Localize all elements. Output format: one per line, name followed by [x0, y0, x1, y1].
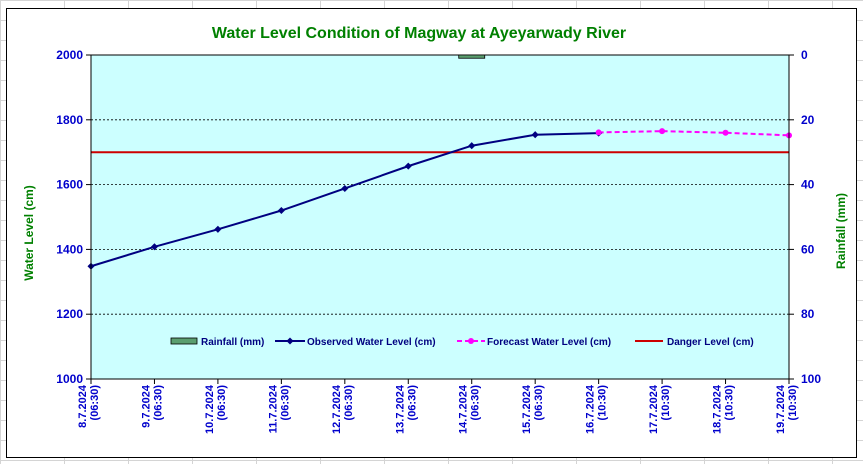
x-tick-time: (06:30) [470, 385, 482, 421]
chart-frame: Water Level Condition of Magway at Ayeya… [6, 8, 857, 458]
x-tick-time: (10:30) [724, 385, 736, 421]
observed-point [531, 131, 539, 139]
plot-area [90, 54, 790, 380]
chart-svg: Water Level Condition of Magway at Ayeya… [22, 25, 848, 434]
observed-point [214, 225, 222, 233]
right-tick-label: 60 [801, 242, 815, 256]
right-axis-ticks: 100 80 60 40 20 0 [789, 48, 821, 386]
observed-point [468, 142, 476, 150]
x-tick-group: 17.7.2024 (10:30) [648, 384, 672, 434]
legend-observed-marker [286, 337, 294, 345]
right-tick-label: 100 [801, 372, 821, 386]
x-tick-group: 8.7.2024 (06:30) [77, 384, 101, 428]
left-axis-ticks: 1000 1200 1400 1600 1800 2000 [56, 48, 91, 386]
x-tick-group: 16.7.2024 (10:30) [585, 384, 609, 434]
x-tick-date: 12.7.2024 [331, 384, 343, 434]
left-tick-label: 2000 [56, 48, 83, 62]
x-tick-date: 19.7.2024 [775, 384, 787, 434]
x-tick-time: (06:30) [152, 385, 164, 421]
x-tick-group: 18.7.2024 (10:30) [712, 384, 736, 434]
observed-point [341, 184, 349, 193]
left-tick-label: 1200 [56, 307, 83, 321]
observed-point [150, 243, 158, 251]
axes [90, 55, 790, 380]
x-tick-date: 18.7.2024 [712, 384, 724, 434]
left-tick-label: 1000 [56, 372, 83, 386]
x-tick-group: 19.7.2024 (10:30) [775, 384, 799, 434]
left-tick-label: 1800 [56, 113, 83, 127]
water-level-markers [87, 128, 792, 270]
x-tick-group: 11.7.2024 (06:30) [267, 384, 291, 433]
x-tick-group: 15.7.2024 (06:30) [521, 384, 545, 434]
x-tick-date: 8.7.2024 [77, 384, 89, 428]
x-tick-group: 13.7.2024 (06:30) [394, 384, 418, 434]
x-tick-date: 17.7.2024 [648, 384, 660, 434]
legend: Rainfall (mm) Observed Water Level (cm) … [170, 337, 754, 348]
x-tick-group: 10.7.2024 (06:30) [204, 384, 228, 434]
right-axis-label: Rainfall (mm) [834, 193, 848, 269]
x-tick-time: (06:30) [343, 385, 355, 421]
x-tick-date: 14.7.2024 [458, 384, 470, 434]
x-tick-time: (06:30) [406, 385, 418, 421]
legend-danger-label: Danger Level (cm) [667, 337, 754, 348]
legend-rainfall-swatch [170, 337, 198, 345]
right-tick-label: 0 [801, 48, 808, 62]
legend-rainfall-label: Rainfall (mm) [201, 337, 264, 348]
left-tick-label: 1600 [56, 178, 83, 192]
left-axis-label: Water Level (cm) [22, 185, 36, 281]
right-tick-label: 20 [801, 113, 815, 127]
x-tick-date: 16.7.2024 [585, 384, 597, 434]
rainfall-bars [458, 54, 486, 59]
x-tick-group: 14.7.2024 (06:30) [458, 384, 482, 434]
x-tick-time: (10:30) [660, 385, 672, 421]
legend-observed-label: Observed Water Level (cm) [307, 337, 436, 348]
x-tick-date: 15.7.2024 [521, 384, 533, 434]
observed-point [277, 206, 285, 215]
right-tick-label: 80 [801, 307, 815, 321]
x-tick-date: 13.7.2024 [394, 384, 406, 434]
x-tick-time: (10:30) [787, 385, 799, 421]
x-tick-group: 12.7.2024 (06:30) [331, 384, 355, 434]
x-tick-date: 11.7.2024 [267, 384, 279, 433]
x-tick-date: 9.7.2024 [140, 384, 152, 428]
x-tick-time: (06:30) [216, 385, 228, 421]
x-tick-time: (06:30) [533, 385, 545, 421]
rainfall-bar [458, 54, 486, 59]
x-tick-time: (10:30) [597, 385, 609, 421]
chart-title: Water Level Condition of Magway at Ayeya… [212, 25, 626, 42]
right-tick-label: 40 [801, 178, 815, 192]
x-axis-ticks: 8.7.2024 (06:30) 9.7.2024 (06:30) 10.7.2024(… [77, 379, 799, 434]
forecast-point [595, 129, 602, 136]
legend-forecast-label: Forecast Water Level (cm) [487, 337, 611, 348]
x-tick-group: 9.7.2024 (06:30) [140, 384, 164, 428]
observed-point [404, 162, 412, 170]
left-tick-label: 1400 [56, 242, 83, 256]
x-tick-date: 10.7.2024 [204, 384, 216, 434]
forecast-point [659, 128, 666, 135]
x-tick-time: (06:30) [279, 385, 291, 421]
x-tick-time: (06:30) [89, 385, 101, 421]
legend-forecast-marker [468, 338, 474, 344]
forecast-point [722, 129, 729, 136]
grid-lines [91, 54, 789, 315]
